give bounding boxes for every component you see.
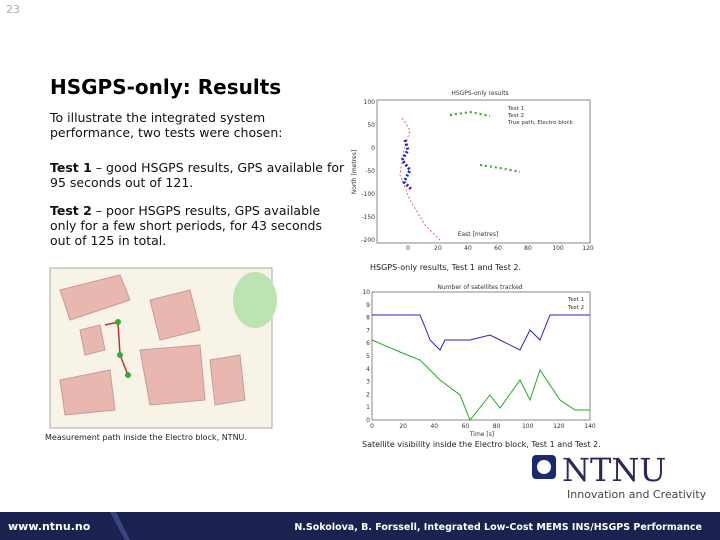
x-tick-label: 20 [399, 423, 407, 430]
legend-entry: Test 2 [507, 113, 524, 119]
legend-entry: Test 1 [567, 297, 584, 303]
true-path [399, 117, 441, 241]
x-tick-label: 140 [584, 423, 596, 430]
test-label: Test 1 [50, 160, 92, 175]
intro: To illustrate the integrated system perf… [50, 110, 283, 140]
x-tick-label: 0 [406, 245, 410, 252]
x-tick-label: 60 [462, 423, 470, 430]
test-2: Test 2 – poor HSGPS results, GPS availab… [50, 203, 345, 248]
y-tick-label: 10 [362, 289, 370, 296]
x-tick-label: 80 [493, 423, 501, 430]
x-tick-label: 80 [524, 245, 532, 252]
footer-url: www.ntnu.no [8, 520, 91, 533]
y-tick-label: 100 [364, 99, 376, 106]
plot2-xlabel: Time [s] [469, 431, 494, 438]
map-buildings [59, 274, 246, 416]
y-tick-label: -200 [361, 237, 375, 244]
test-label: Test 2 [50, 203, 92, 218]
test-1: Test 1 – good HSGPS results, GPS availab… [50, 160, 345, 190]
y-tick-label: 0 [366, 417, 370, 424]
plot1-title: HSGPS-only results [451, 90, 508, 97]
plot2-title: Number of satellites tracked [437, 284, 522, 291]
plot1-frame [376, 99, 591, 244]
y-tick-label: 3 [366, 379, 370, 386]
map-park [233, 272, 277, 328]
caption: Measurement path inside the Electro bloc… [45, 433, 247, 442]
x-tick-label: 40 [464, 245, 472, 252]
legend-entry: True path, Electro block [507, 120, 574, 126]
x-tick-label: 120 [582, 245, 594, 252]
y-tick-label: 5 [366, 353, 370, 360]
x-tick-label: 100 [522, 423, 534, 430]
y-tick-label: 4 [366, 366, 370, 373]
x-tick-label: 0 [370, 423, 374, 430]
logo-tagline: Innovation and Creativity [567, 488, 707, 501]
y-tick-label: 2 [366, 391, 370, 398]
y-tick-label: 6 [366, 340, 370, 347]
footer-text: N.Sokolova, B. Forssell, Integrated Low-… [294, 522, 702, 533]
y-tick-label: 50 [367, 122, 375, 129]
test2-path [479, 164, 521, 173]
map-path [104, 321, 129, 376]
x-tick-label: 20 [434, 245, 442, 252]
test-text: – good HSGPS results, GPS available for … [50, 160, 345, 190]
y-tick-label: -150 [361, 214, 375, 221]
title: HSGPS-only: Results [50, 75, 282, 99]
test1-path [400, 139, 414, 192]
legend-entry: Test 2 [567, 305, 584, 311]
test-text: – poor HSGPS results, GPS available only… [50, 203, 323, 248]
y-tick-label: 8 [366, 315, 370, 322]
plot1-ylabel: North [metres] [351, 150, 358, 194]
plot2-frame [371, 291, 591, 421]
test1-line [372, 314, 590, 351]
y-tick-label: 7 [366, 327, 370, 334]
x-tick-label: 40 [430, 423, 438, 430]
map-marker [117, 352, 123, 358]
legend-entry: Test 1 [507, 106, 524, 112]
map-marker [125, 372, 131, 378]
x-tick-label: 100 [552, 245, 564, 252]
y-tick-label: 9 [366, 302, 370, 309]
logo-mark [537, 460, 551, 474]
footer-accent [110, 512, 130, 540]
x-tick-label: 120 [553, 423, 565, 430]
x-tick-label: 60 [494, 245, 502, 252]
y-tick-label: 1 [366, 404, 370, 411]
y-tick-label: -50 [365, 168, 375, 175]
caption: HSGPS-only results, Test 1 and Test 2. [370, 263, 521, 272]
logo-name: NTNU [562, 451, 666, 489]
y-tick-label: 0 [371, 145, 375, 152]
y-tick-label: -100 [361, 191, 375, 198]
map-marker [115, 319, 121, 325]
page-number: 23 [6, 3, 20, 16]
test2-line [371, 339, 590, 421]
plot1-xlabel: East [metres] [458, 231, 499, 238]
caption: Satellite visibility inside the Electro … [362, 440, 601, 449]
test2-path [449, 110, 491, 117]
